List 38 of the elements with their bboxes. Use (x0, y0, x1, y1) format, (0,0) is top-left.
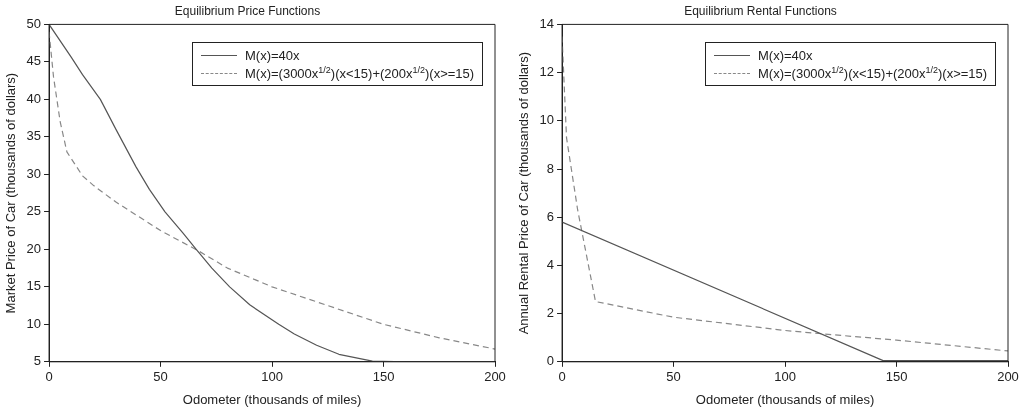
legend-label: M(x)=(3000x$^{1/2}$)(x<15)+(200x$^{1/2}$)(x>=15) (245, 65, 475, 82)
x-tick-label: 50 (666, 369, 681, 385)
y-tick-label: 12 (539, 64, 555, 80)
y-tick-label: 8 (546, 160, 555, 176)
y-tick-label: 10 (26, 315, 42, 331)
legend-label: M(x)=40x (758, 47, 813, 63)
y-tick-label: 4 (546, 256, 555, 272)
x-axis-title: Odometer (thousands of miles) (695, 391, 875, 407)
y-tick-label: 0 (546, 353, 555, 369)
x-tick-label: 200 (484, 369, 506, 385)
y-tick-label: 5 (33, 353, 42, 369)
x-tick-label: 0 (45, 369, 53, 385)
y-axis-title: Annual Rental Price of Car (thousands of dollars) (516, 51, 532, 335)
x-tick-label: 100 (261, 369, 283, 385)
chart-title: Equilibrium Price Functions (174, 3, 321, 18)
y-tick-label: 2 (546, 305, 555, 321)
y-tick-label: 25 (26, 203, 42, 219)
x-tick-label: 200 (997, 369, 1019, 385)
chart-title: Equilibrium Rental Functions (684, 3, 837, 18)
y-tick-label: 35 (26, 128, 42, 144)
x-tick-label: 150 (372, 369, 395, 385)
legend-label: M(x)=(3000x$^{1/2}$)(x<15)+(200x$^{1/2}$)(x>=15) (758, 65, 988, 82)
y-tick-label: 30 (26, 165, 42, 181)
y-tick-label: 40 (26, 90, 42, 106)
y-tick-label: 10 (539, 112, 555, 128)
x-axis-title: Odometer (thousands of miles) (182, 391, 362, 407)
x-tick-label: 0 (558, 369, 566, 385)
y-tick-label: 15 (26, 278, 42, 294)
x-tick-label: 50 (153, 369, 168, 385)
y-tick-label: 6 (546, 208, 555, 224)
y-tick-label: 45 (26, 53, 42, 69)
y-axis-title: Market Price of Car (thousands of dollars) (3, 72, 19, 314)
x-tick-label: 150 (885, 369, 908, 385)
legend-label: M(x)=40x (245, 47, 300, 63)
y-tick-label: 50 (26, 15, 42, 31)
x-tick-label: 100 (774, 369, 796, 385)
y-tick-label: 14 (539, 15, 555, 31)
y-tick-label: 20 (26, 240, 42, 256)
